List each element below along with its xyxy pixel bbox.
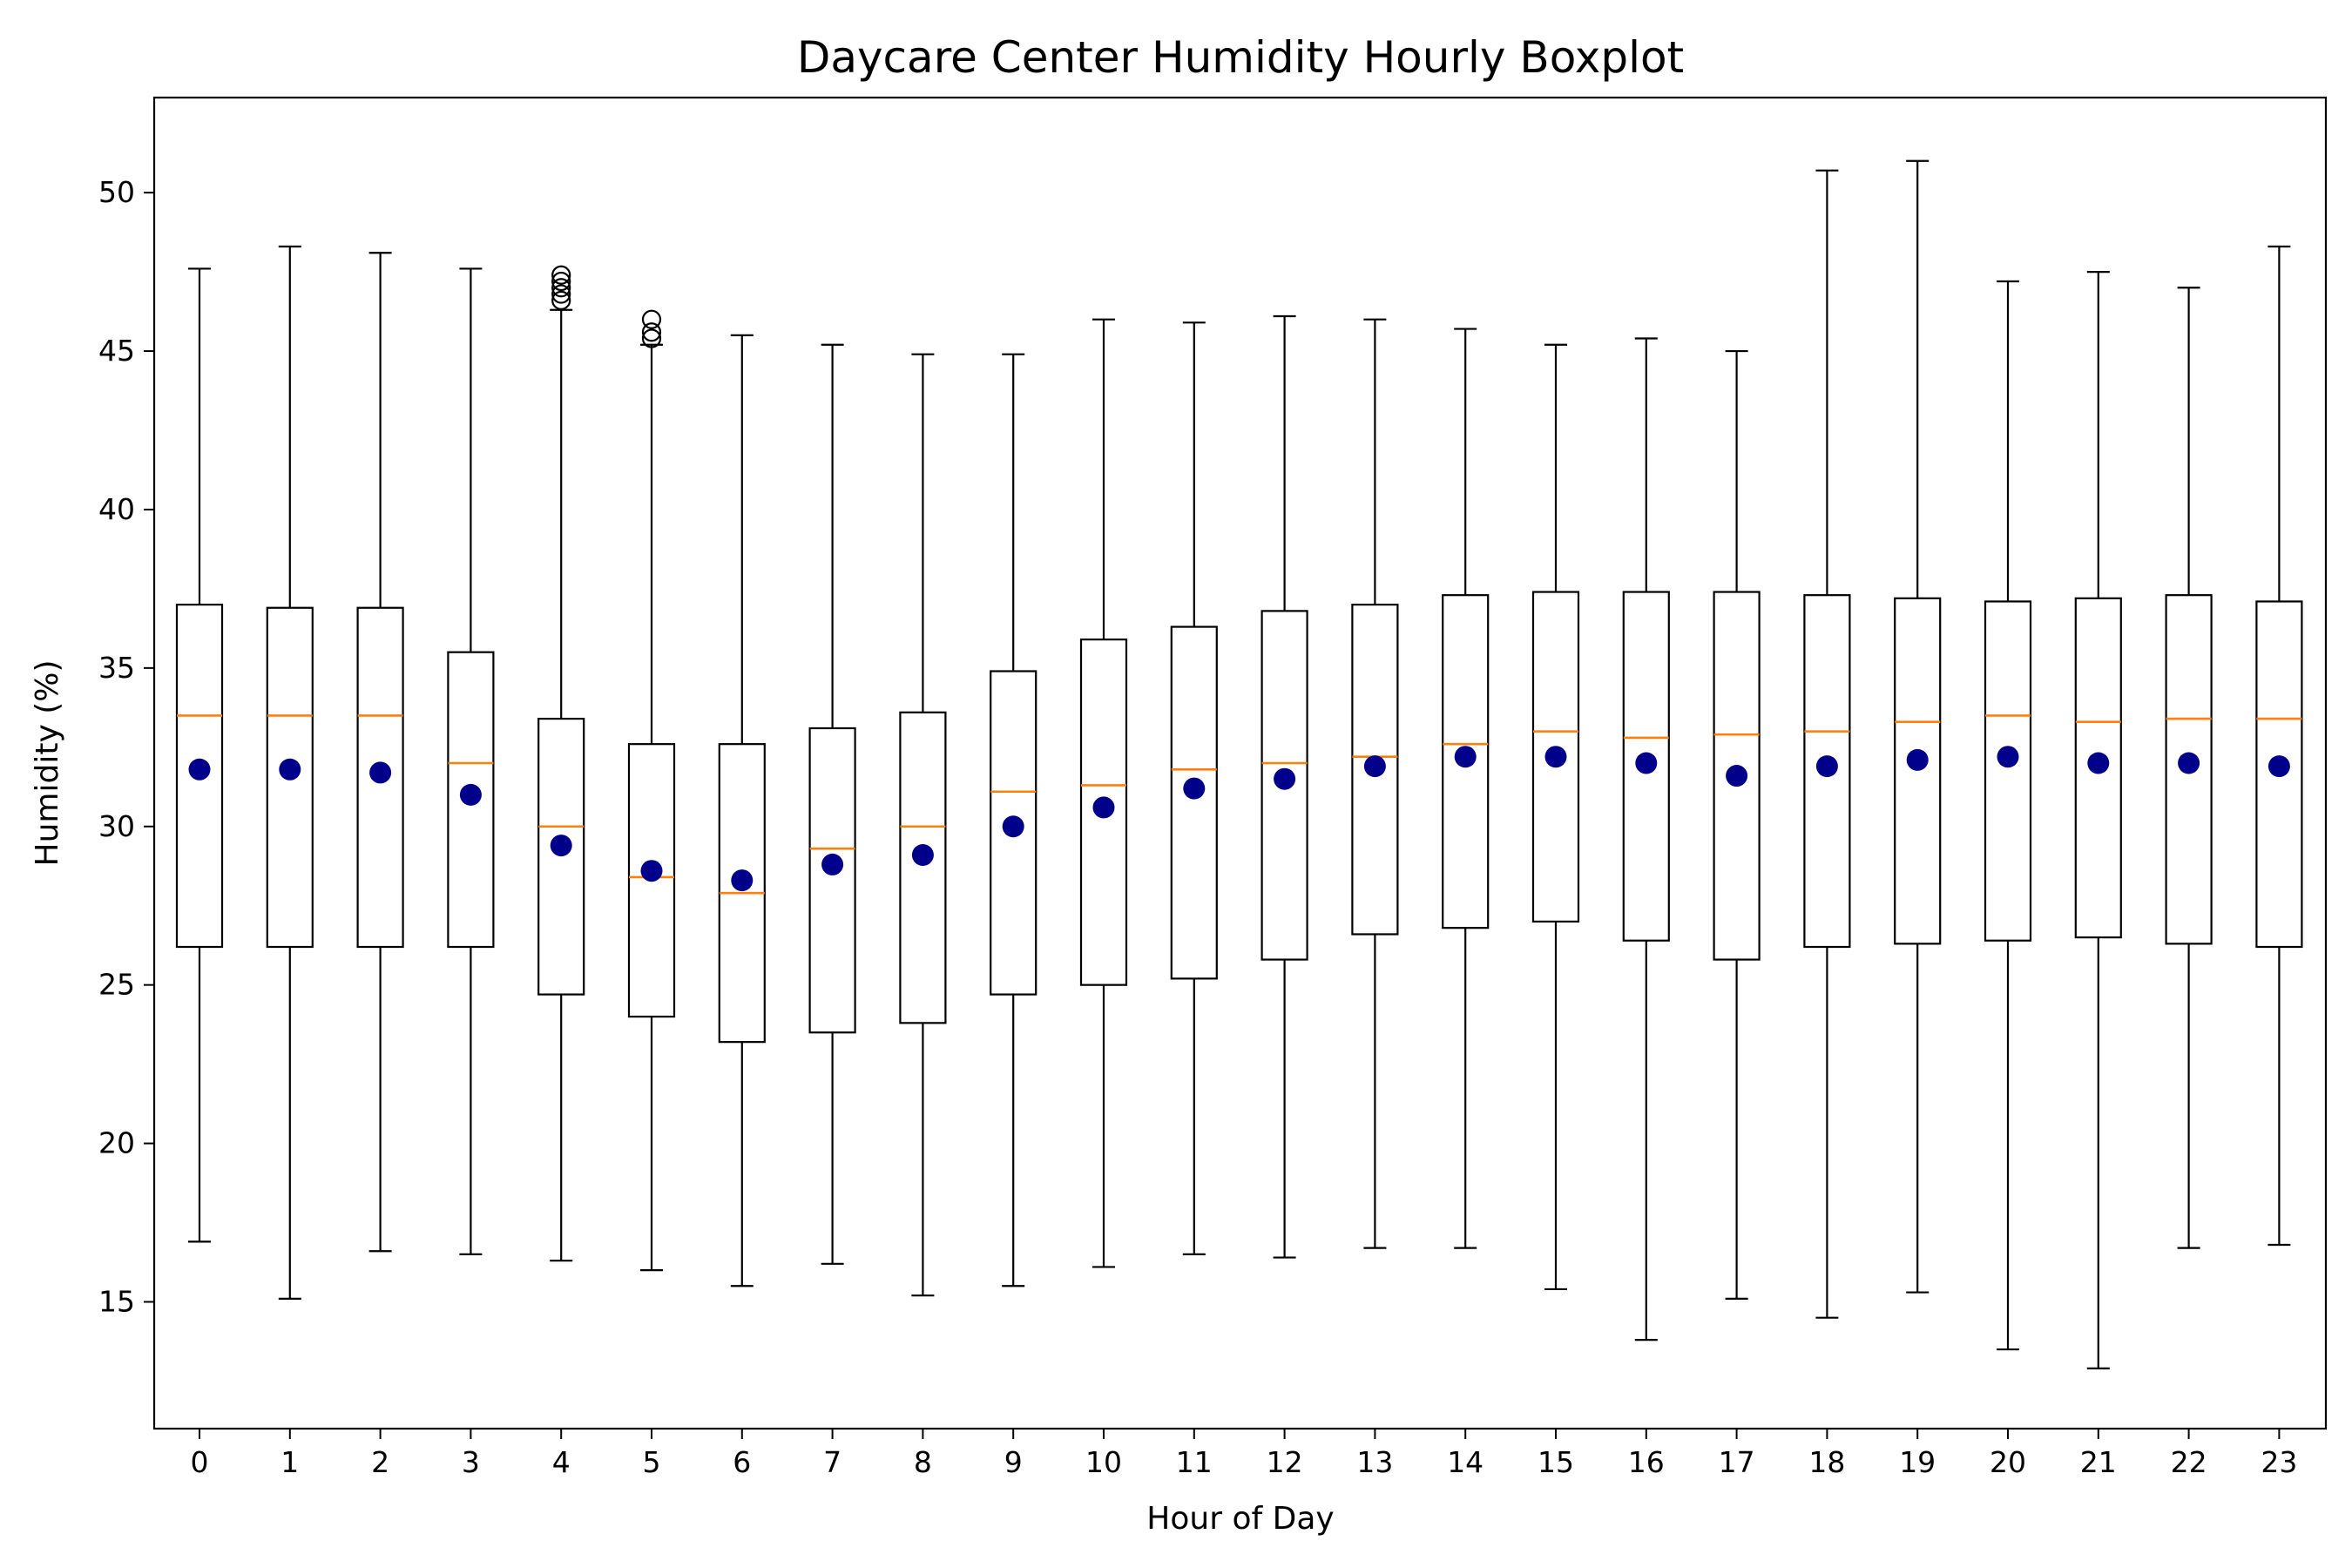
box — [2165, 594, 2213, 945]
box — [1713, 591, 1761, 961]
mean-marker — [369, 761, 392, 784]
x-axis-label: Hour of Day — [1146, 1501, 1334, 1537]
y-tick-label: 45 — [98, 334, 135, 368]
box — [175, 603, 224, 949]
outlier-point — [641, 322, 662, 342]
box — [1351, 603, 1399, 936]
box — [1894, 597, 1942, 945]
mean-marker — [1544, 746, 1567, 768]
mean-marker — [731, 869, 754, 892]
box — [447, 651, 495, 949]
mean-marker — [1092, 796, 1115, 819]
mean-marker — [1002, 815, 1024, 838]
box — [2255, 600, 2303, 949]
x-tick-label: 21 — [2080, 1445, 2117, 1479]
x-tick-label: 18 — [1808, 1445, 1845, 1479]
x-tick-label: 16 — [1628, 1445, 1665, 1479]
mean-marker — [188, 758, 211, 781]
outlier-point — [641, 328, 662, 348]
box — [899, 711, 947, 1024]
x-tick-label: 19 — [1899, 1445, 1936, 1479]
mean-marker — [2268, 755, 2290, 778]
outlier-point — [551, 284, 571, 304]
box — [356, 606, 404, 949]
mean-marker — [821, 853, 844, 875]
mean-marker — [2178, 752, 2200, 774]
x-tick-label: 12 — [1267, 1445, 1303, 1479]
x-tick-label: 13 — [1356, 1445, 1393, 1479]
mean-marker — [459, 783, 482, 806]
box — [2074, 597, 2122, 939]
mean-marker — [1274, 767, 1296, 790]
outlier-point — [551, 265, 571, 285]
mean-marker — [1363, 755, 1386, 778]
box — [1803, 594, 1851, 949]
outlier-point — [551, 278, 571, 298]
box — [1260, 610, 1308, 961]
x-tick-label: 20 — [1990, 1445, 2026, 1479]
mean-marker — [1906, 748, 1929, 771]
outlier-point — [551, 271, 571, 292]
mean-marker — [1454, 746, 1477, 768]
box — [1079, 639, 1128, 986]
box — [537, 717, 585, 996]
mean-marker — [1635, 752, 1658, 774]
x-tick-label: 14 — [1447, 1445, 1484, 1479]
x-tick-label: 22 — [2171, 1445, 2207, 1479]
y-tick-label: 40 — [98, 492, 135, 526]
x-tick-label: 2 — [371, 1445, 389, 1479]
x-tick-label: 10 — [1085, 1445, 1122, 1479]
y-tick-label: 50 — [98, 175, 135, 209]
x-tick-label: 11 — [1176, 1445, 1213, 1479]
mean-marker — [550, 835, 572, 857]
x-tick-label: 15 — [1538, 1445, 1574, 1479]
box — [1170, 625, 1218, 980]
x-tick-label: 1 — [280, 1445, 299, 1479]
mean-marker — [1815, 755, 1838, 778]
x-tick-label: 8 — [914, 1445, 932, 1479]
outlier-point — [641, 309, 662, 329]
box — [1622, 591, 1670, 942]
box — [1531, 591, 1580, 923]
y-tick-label: 15 — [98, 1284, 135, 1318]
x-tick-label: 9 — [1004, 1445, 1023, 1479]
mean-marker — [279, 758, 301, 781]
y-tick-label: 35 — [98, 651, 135, 685]
y-tick-label: 30 — [98, 809, 135, 843]
box — [1442, 594, 1490, 929]
x-tick-label: 17 — [1719, 1445, 1755, 1479]
x-tick-label: 4 — [552, 1445, 571, 1479]
mean-marker — [640, 860, 663, 882]
x-tick-label: 3 — [462, 1445, 480, 1479]
y-tick-label: 25 — [98, 968, 135, 1002]
y-tick-label: 20 — [98, 1126, 135, 1160]
plot-frame — [152, 96, 2328, 1430]
mean-marker — [2087, 752, 2110, 774]
box — [627, 743, 676, 1018]
box — [808, 727, 856, 1034]
x-tick-label: 6 — [733, 1445, 751, 1479]
x-tick-label: 0 — [191, 1445, 209, 1479]
y-axis-label: Humidity (%) — [30, 660, 65, 867]
mean-marker — [1726, 765, 1748, 787]
mean-marker — [1997, 746, 2019, 768]
x-tick-label: 23 — [2261, 1445, 2297, 1479]
box — [1984, 600, 2032, 942]
x-tick-label: 5 — [643, 1445, 661, 1479]
chart-title: Daycare Center Humidity Hourly Boxplot — [797, 32, 1684, 83]
x-tick-label: 7 — [823, 1445, 841, 1479]
mean-marker — [911, 844, 934, 867]
box — [990, 670, 1037, 996]
mean-marker — [1183, 777, 1206, 800]
box — [266, 606, 314, 949]
outlier-point — [551, 290, 571, 310]
